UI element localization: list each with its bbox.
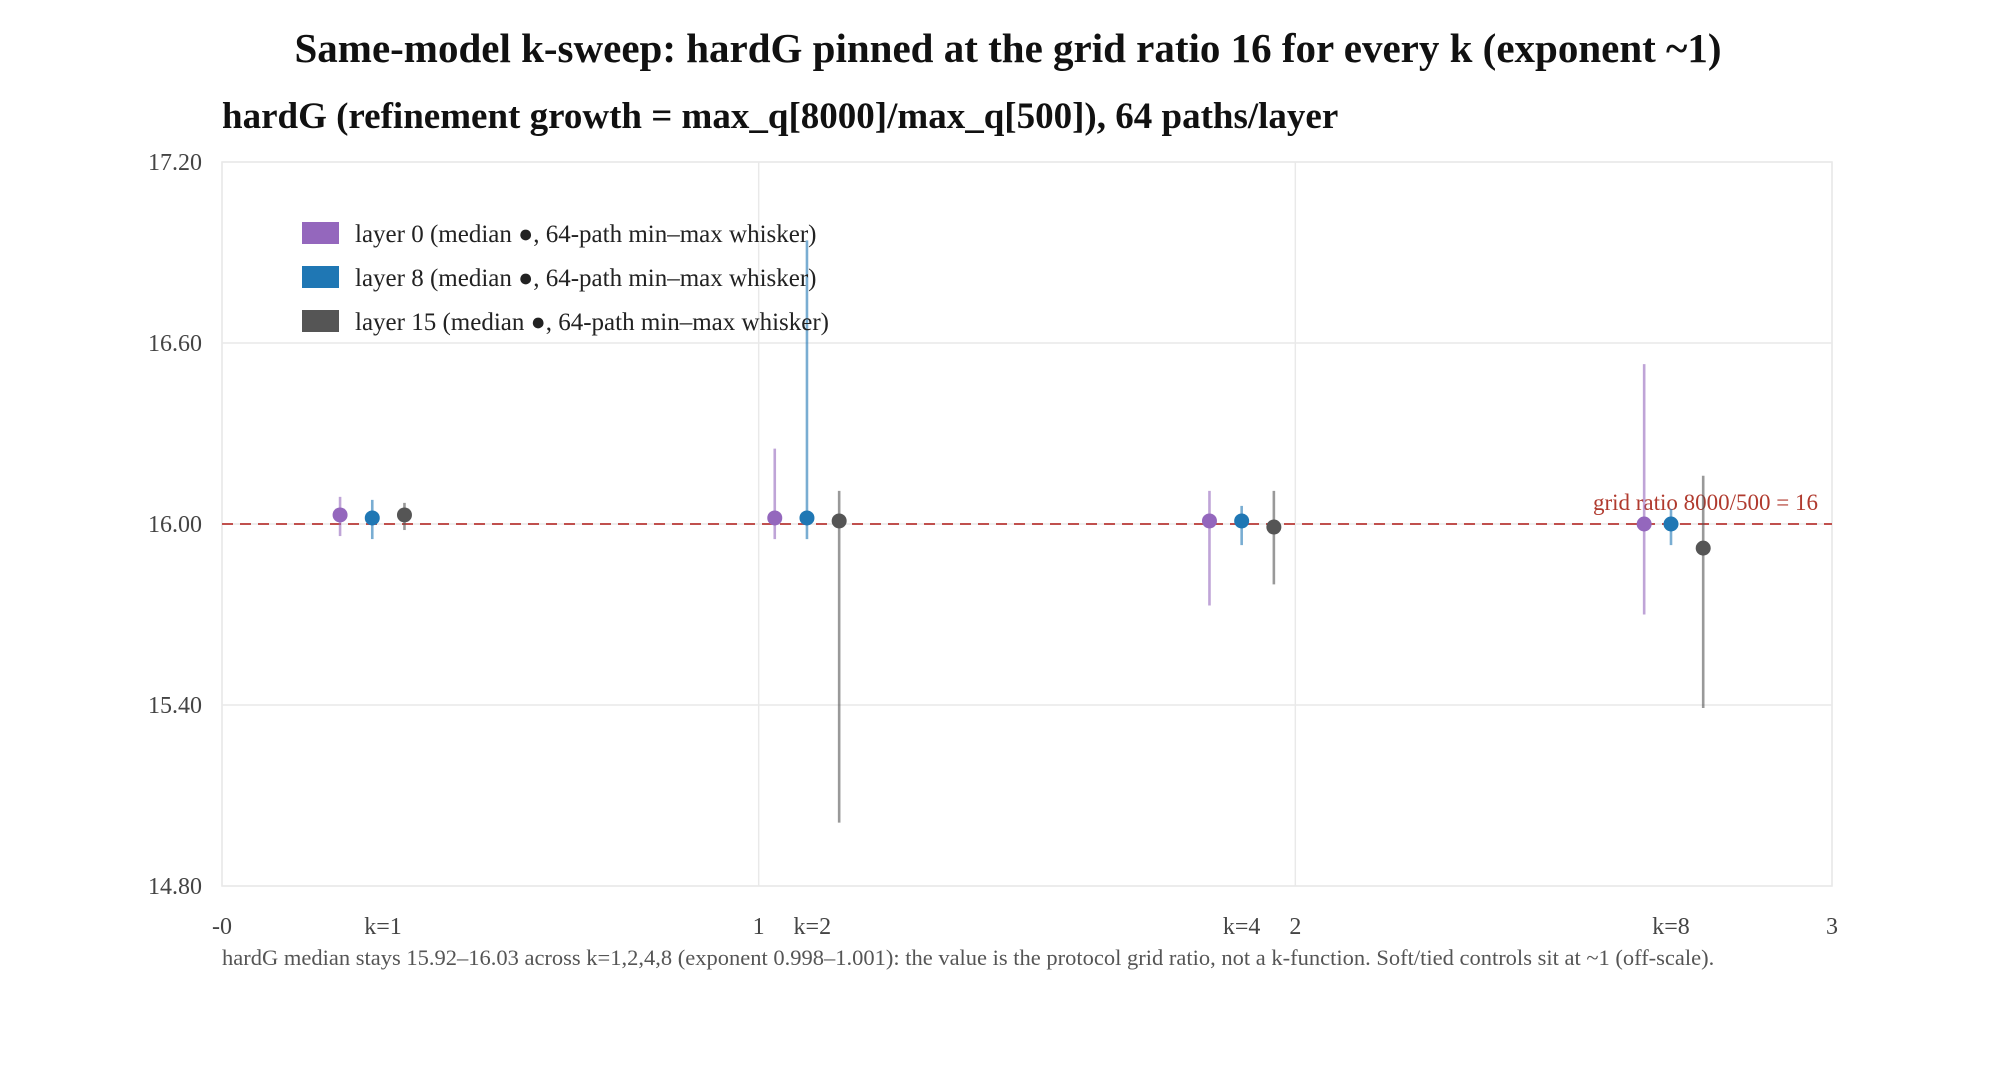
y-tick-label: 14.80 [148,874,202,900]
y-tick-label: 15.40 [148,693,202,719]
legend-label: layer 8 (median ●, 64-path min–max whisk… [355,265,817,292]
category-label: k=2 [794,914,832,940]
median-point [1266,519,1282,535]
x-tick-label: -0 [212,914,232,940]
y-tick-label: 17.20 [148,150,202,176]
y-tick-label: 16.60 [148,331,202,357]
legend-label: layer 15 (median ●, 64-path min–max whis… [355,309,829,336]
series-1 [364,240,1679,546]
legend: layer 0 (median ●, 64-path min–max whisk… [302,221,829,336]
legend-label: layer 0 (median ●, 64-path min–max whisk… [355,221,817,248]
chart-title: Same-model k-sweep: hardG pinned at the … [295,25,1722,71]
series-2 [396,475,1711,823]
legend-swatch [302,266,339,288]
median-point [396,507,412,523]
median-point [1636,516,1652,532]
legend-swatch [302,222,339,244]
chart-footnote: hardG median stays 15.92–16.03 across k=… [222,945,1714,970]
median-point [364,510,380,526]
x-tick-label: 2 [1289,914,1301,940]
median-point [1201,513,1217,529]
category-label: k=4 [1223,914,1261,940]
median-point [1695,540,1711,556]
series-0 [332,364,1652,615]
category-label: k=8 [1652,914,1690,940]
plot-area: 14.80 15.40 16.00 16.60 17.20 -0 1 2 3 k=1 k=2 k=4 k… [148,150,1838,940]
median-point [831,513,847,529]
median-point [1234,513,1250,529]
median-point [1663,516,1679,532]
median-point [767,510,783,526]
median-point [799,510,815,526]
y-tick-label: 16.00 [148,512,202,538]
legend-swatch [302,310,339,332]
x-tick-label: 3 [1826,914,1838,940]
reference-line-label: grid ratio 8000/500 = 16 [1593,490,1818,515]
chart-subtitle: hardG (refinement growth = max_q[8000]/m… [222,96,1338,137]
category-label: k=1 [364,914,402,940]
median-point [332,507,348,523]
x-tick-label: 1 [753,914,765,940]
